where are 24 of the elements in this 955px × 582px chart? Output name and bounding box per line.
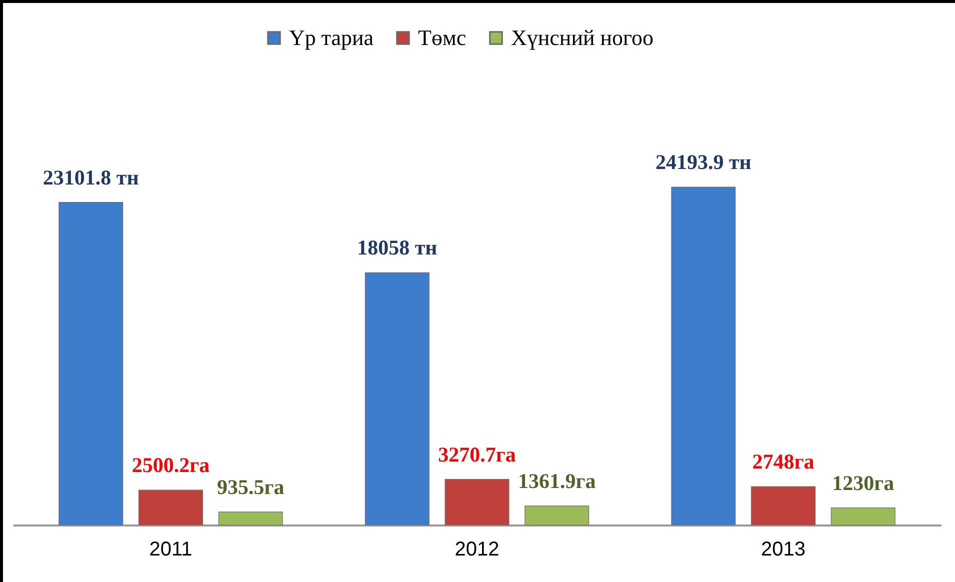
bar [218,512,283,526]
bar [364,272,430,526]
data-label: 2748га [752,450,815,474]
bar [671,186,736,526]
data-label: 935.5га [216,474,285,499]
bar [58,202,124,526]
bar [138,490,203,526]
data-label: 1230га [832,470,895,495]
x-tick-label: 2013 [761,538,806,560]
legend-label: Хүнсний ногоо [511,25,654,50]
data-label: 24193.9 тн [655,150,752,174]
bar [524,506,590,526]
legend-label: Төмс [418,25,466,50]
data-label: 3270.7га [438,442,516,466]
data-label: 1361.9га [518,468,596,493]
data-label: 23101.8 тн [42,165,139,190]
x-tick-label: 2011 [149,538,192,560]
bar [751,486,816,526]
bar [830,508,896,526]
bar [444,479,510,526]
x-tick-label: 2012 [454,538,500,560]
legend-label: Үр тариа [289,25,374,50]
data-label: 18058 тн [357,236,438,260]
data-label: 2500.2га [132,453,210,478]
